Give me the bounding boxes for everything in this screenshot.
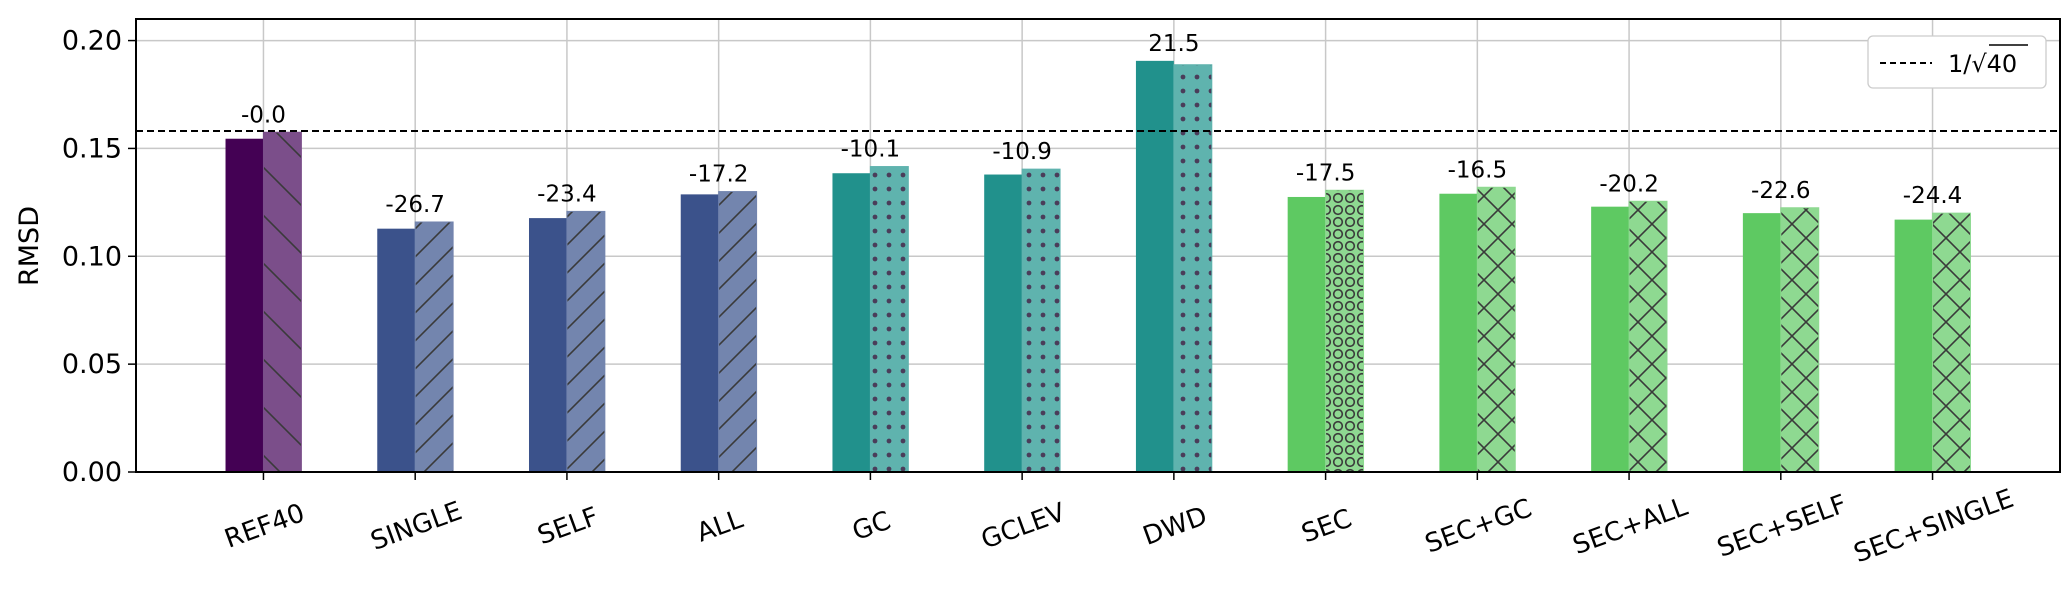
bar-hatched-ref40 xyxy=(262,131,302,473)
x-tick-label: SEC+ALL xyxy=(1569,492,1692,561)
x-tick-label: GC xyxy=(849,506,895,547)
x-tick-label: SEC xyxy=(1298,504,1356,550)
bar-annotation: -17.5 xyxy=(1296,160,1356,186)
bar-annotation: -20.2 xyxy=(1599,171,1659,197)
bar-annotation: -17.2 xyxy=(689,162,749,188)
legend-label-prefix: 1/ xyxy=(1948,50,1972,78)
sqrt-symbol: √ xyxy=(1971,50,1987,78)
bar-solid-sec-self xyxy=(1742,213,1781,472)
bar-annotation: -10.1 xyxy=(841,137,901,163)
x-tick-label: GCLEV xyxy=(977,497,1069,555)
bars xyxy=(225,60,1971,473)
bar-solid-sec-gc xyxy=(1439,193,1478,472)
y-tick-label: 0.10 xyxy=(62,241,122,272)
bar-solid-ref40 xyxy=(225,138,264,472)
bar-hatched-sec-single xyxy=(1932,212,1971,473)
bar-annotation: -0.0 xyxy=(241,102,286,128)
bar-solid-single xyxy=(377,228,416,472)
x-tick-label: ALL xyxy=(693,504,748,548)
y-axis-label: RMSD xyxy=(14,206,45,286)
x-tick-label: SEC+GC xyxy=(1421,493,1536,559)
bar-hatched-sec-gc xyxy=(1476,186,1516,473)
bar-hatched-gc xyxy=(869,166,909,473)
bar-hatched-dwd xyxy=(1173,64,1213,473)
bar-solid-sec xyxy=(1287,196,1326,472)
legend-box xyxy=(1867,35,2047,89)
bar-annotation: -22.6 xyxy=(1751,178,1811,204)
legend-label-radicand: 40 xyxy=(1987,50,2018,78)
bar-annotation: 21.5 xyxy=(1148,31,1199,57)
x-tick-label: REF40 xyxy=(221,498,309,554)
x-tick-label: SINGLE xyxy=(367,496,466,557)
x-tick-label: SEC+SELF xyxy=(1713,489,1850,563)
bar-solid-dwd xyxy=(1135,60,1174,472)
bar-hatched-gclev xyxy=(1021,168,1061,473)
bar-annotation: -16.5 xyxy=(1448,157,1508,183)
bar-solid-sec-single xyxy=(1894,219,1933,472)
y-tick-label: 0.15 xyxy=(62,133,122,164)
bar-solid-gclev xyxy=(984,174,1023,472)
bar-solid-self xyxy=(528,218,567,472)
bar-annotation: -23.4 xyxy=(537,181,597,207)
y-tick-label: 0.20 xyxy=(62,26,122,57)
x-tick-label: DWD xyxy=(1139,501,1211,552)
x-tick-label: SELF xyxy=(534,502,603,552)
y-tick-label: 0.00 xyxy=(62,457,122,488)
x-tick-label: SEC+SINGLE xyxy=(1850,484,2018,570)
bar-annotation: -26.7 xyxy=(385,192,445,218)
bar-hatched-sec-all xyxy=(1628,200,1668,473)
legend: 1/√40 xyxy=(1867,35,2047,89)
bar-solid-gc xyxy=(832,173,871,472)
bar-hatched-all xyxy=(718,191,758,473)
bar-annotation: -10.9 xyxy=(992,139,1052,165)
bar-solid-all xyxy=(680,194,719,472)
bar-hatched-sec-self xyxy=(1780,207,1820,473)
bar-hatched-sec xyxy=(1325,189,1365,473)
y-tick-label: 0.05 xyxy=(62,349,122,380)
plot-frame xyxy=(135,18,2061,473)
bar-annotation: -24.4 xyxy=(1903,183,1963,209)
bar-annotations: -0.0 -26.7 -23.4 -17.2 -10.1 -10.9 21.5 -17.5 -1… xyxy=(241,31,1962,218)
legend-label: 1/√40 xyxy=(1948,50,2017,78)
bar-hatched-self xyxy=(566,210,606,473)
bar-solid-sec-all xyxy=(1591,206,1630,472)
bar-hatched-single xyxy=(414,221,454,473)
